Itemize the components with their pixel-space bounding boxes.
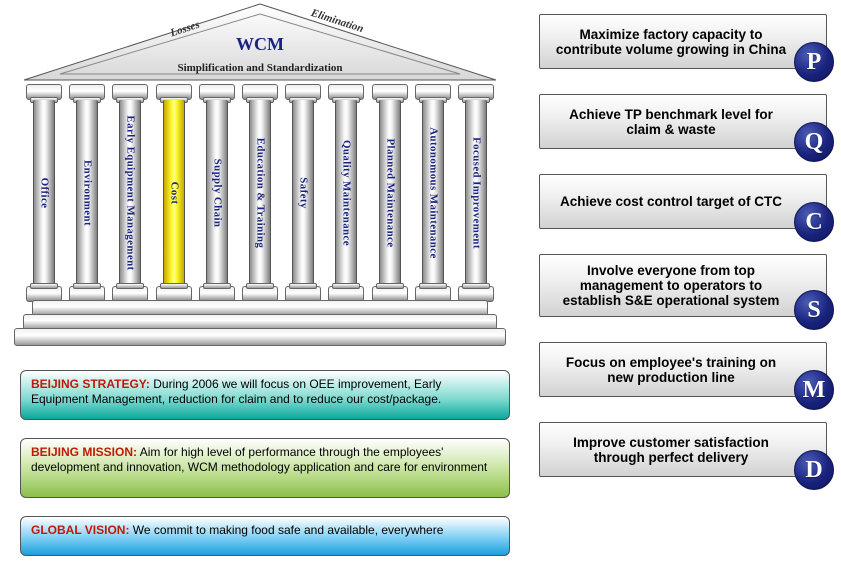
- objective-badge: D: [794, 450, 834, 490]
- pillars-row: Office Environment Early Equipment Managem…: [30, 84, 490, 302]
- temple-roof: Losses Elimination WCM Simplification an…: [20, 0, 500, 90]
- temple-plinth: [14, 300, 506, 350]
- pillar-cap: [285, 84, 321, 100]
- mission-label: BEIJING MISSION:: [31, 445, 137, 459]
- pillar-cap: [199, 84, 235, 100]
- pillar-cap: [242, 84, 278, 100]
- objective-card: Achieve cost control target of CTCC: [539, 174, 827, 229]
- pillar-cap: [458, 84, 494, 100]
- objective-cards: Maximize factory capacity to contribute …: [539, 14, 827, 477]
- pillar: Focused Improvement: [462, 84, 490, 302]
- pillar: Safety: [289, 84, 317, 302]
- pillar-cap: [372, 84, 408, 100]
- strategy-label: BEIJING STRATEGY:: [31, 377, 150, 391]
- pillar-label: Cost: [167, 182, 179, 205]
- strategy-bar: BEIJING STRATEGY: During 2006 we will fo…: [20, 370, 510, 420]
- objective-card: Involve everyone from top management to …: [539, 254, 827, 317]
- pillar-cap: [26, 84, 62, 100]
- pillar-cap: [328, 84, 364, 100]
- pillar: Environment: [73, 84, 101, 302]
- pillar-label: Office: [38, 178, 50, 209]
- pillar: Planned Maintenance: [376, 84, 404, 302]
- objective-text: Focus on employee's training on new prod…: [554, 355, 788, 385]
- objective-text: Involve everyone from top management to …: [554, 263, 788, 308]
- objective-badge: S: [794, 290, 834, 330]
- wcm-temple: Losses Elimination WCM Simplification an…: [20, 0, 500, 350]
- objective-card: Improve customer satisfaction through pe…: [539, 422, 827, 477]
- pillar: Office: [30, 84, 58, 302]
- objective-card: Maximize factory capacity to contribute …: [539, 14, 827, 69]
- pillar-label: Focused Improvement: [470, 137, 482, 249]
- objective-text: Improve customer satisfaction through pe…: [554, 435, 788, 465]
- pillar-cap: [69, 84, 105, 100]
- vision-label: GLOBAL VISION:: [31, 523, 129, 537]
- pillar-label: Environment: [81, 160, 93, 226]
- pillar-label: Safety: [297, 177, 309, 208]
- pillar: Cost: [160, 84, 188, 302]
- pillar: Education & Training: [246, 84, 274, 302]
- objective-badge: C: [794, 202, 834, 242]
- objective-text: Maximize factory capacity to contribute …: [554, 27, 788, 57]
- pillar: Early Equipment Management: [116, 84, 144, 302]
- mission-bar: BEIJING MISSION: Aim for high level of p…: [20, 438, 510, 498]
- pillar-label: Autonomous Maintenance: [426, 127, 438, 258]
- roof-title: WCM: [20, 34, 500, 55]
- objective-text: Achieve TP benchmark level for claim & w…: [554, 107, 788, 137]
- objective-text: Achieve cost control target of CTC: [560, 194, 782, 209]
- plinth-step: [14, 328, 506, 346]
- objective-card: Focus on employee's training on new prod…: [539, 342, 827, 397]
- objective-badge: M: [794, 370, 834, 410]
- roof-subtitle: Simplification and Standardization: [20, 62, 500, 74]
- pillar-label: Planned Maintenance: [383, 138, 395, 247]
- pillar-cap: [156, 84, 192, 100]
- pillar-cap: [415, 84, 451, 100]
- pillar: Quality Maintenance: [332, 84, 360, 302]
- pillar-label: Education & Training: [254, 138, 266, 249]
- objective-badge: P: [794, 42, 834, 82]
- pillar: Autonomous Maintenance: [419, 84, 447, 302]
- pillar-label: Supply Chain: [211, 159, 223, 228]
- objective-card: Achieve TP benchmark level for claim & w…: [539, 94, 827, 149]
- pillar-label: Early Equipment Management: [124, 115, 136, 270]
- pillar: Supply Chain: [203, 84, 231, 302]
- objective-badge: Q: [794, 122, 834, 162]
- vision-text: We commit to making food safe and availa…: [129, 523, 443, 537]
- pillar-label: Quality Maintenance: [340, 140, 352, 246]
- vision-bar: GLOBAL VISION: We commit to making food …: [20, 516, 510, 556]
- pillar-cap: [112, 84, 148, 100]
